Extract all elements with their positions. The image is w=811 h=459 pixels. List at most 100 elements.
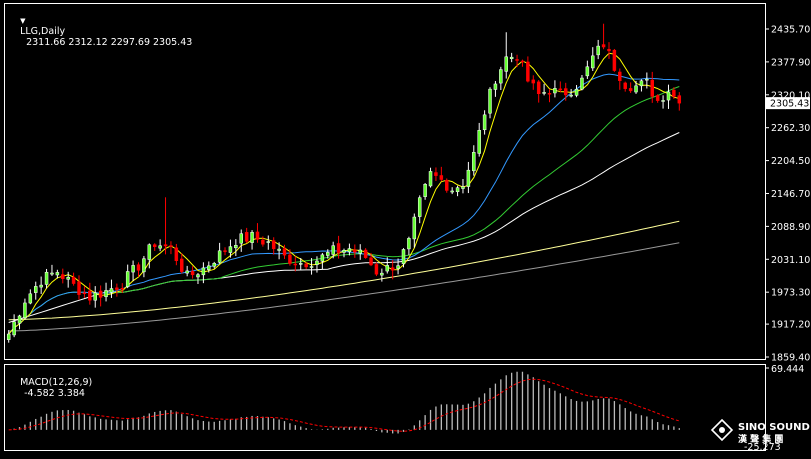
candle-body	[152, 244, 157, 247]
ma120-line	[8, 220, 680, 321]
price-tick-label: 2204.50	[771, 156, 810, 167]
macd-signal-line	[8, 378, 680, 432]
candle-body	[298, 263, 303, 265]
candle-body	[109, 288, 114, 293]
ohlc-values: 2311.66 2312.12 2297.69 2305.43	[26, 37, 193, 48]
logo-mark-icon	[710, 418, 734, 442]
candle-body	[39, 284, 43, 288]
candle-body	[261, 239, 265, 245]
candle-body	[34, 286, 38, 293]
candle-body	[158, 245, 162, 249]
candle-body	[466, 169, 471, 187]
candle-body	[580, 77, 584, 90]
candle-body	[163, 244, 168, 247]
candle-body	[142, 258, 146, 273]
macd-label: MACD(12,26,9)	[20, 377, 93, 388]
price-tick-label: 2146.70	[771, 189, 810, 200]
candle-body	[526, 61, 530, 82]
candle-body	[185, 270, 189, 274]
chart-header: ▼ LLG,Daily 2311.66 2312.12 2297.69 2305…	[8, 4, 192, 59]
candle-body	[439, 175, 444, 180]
candle-body	[461, 186, 465, 189]
price-tick-label: 2262.30	[771, 123, 810, 134]
macd-axis: 69.444 -25.273	[744, 364, 804, 453]
candle-body	[17, 315, 22, 324]
price-tick-label: 1973.30	[771, 288, 810, 299]
candle-body	[628, 88, 633, 92]
candle-body	[634, 85, 638, 93]
candle-body	[499, 69, 503, 84]
candle-body	[677, 95, 682, 104]
candle-body	[482, 114, 487, 131]
candle-body	[320, 254, 325, 262]
candle-body	[585, 66, 590, 77]
price-tick-label: 2377.90	[771, 57, 810, 68]
ma200-line	[8, 242, 680, 332]
candle-body	[169, 245, 173, 247]
candle-body	[266, 241, 271, 243]
candle-body	[396, 265, 400, 269]
candle-body	[472, 152, 476, 172]
candle-body	[136, 264, 141, 271]
candle-body	[244, 232, 249, 242]
price-tick-label: 2031.10	[771, 255, 810, 266]
candle-body	[607, 48, 611, 52]
candle-body	[55, 272, 60, 276]
candle-body	[82, 292, 87, 295]
candle-body	[553, 88, 557, 94]
candle-body	[601, 44, 606, 48]
macd-histogram	[13, 371, 680, 434]
candle-body	[207, 265, 211, 270]
candle-body	[196, 274, 200, 278]
current-price-marker: 2305.43	[766, 97, 810, 110]
candle-body	[390, 267, 395, 271]
candle-body	[374, 264, 379, 275]
candle-body	[120, 288, 125, 290]
price-tick-label: 2320.10	[771, 90, 810, 101]
candle-body	[125, 271, 130, 287]
candle-body	[428, 171, 433, 187]
candle-body	[358, 249, 362, 254]
candle-body	[558, 88, 563, 91]
candle-body	[455, 187, 460, 193]
price-tick-label: 2088.90	[771, 222, 810, 233]
candle-body	[282, 248, 287, 256]
candle-body	[12, 321, 16, 336]
candle-body	[277, 248, 281, 251]
candle-body	[228, 246, 233, 253]
candle-body	[645, 78, 649, 81]
logo-name: SINO SOUND	[738, 422, 810, 433]
candle-body	[363, 249, 368, 258]
candle-body	[180, 258, 184, 272]
price-tick-label: 1917.20	[771, 320, 810, 331]
candle-body	[569, 94, 573, 97]
candle-body	[655, 95, 660, 101]
candles	[6, 23, 682, 343]
logo-chinese: 漢 聲 集 團	[738, 433, 783, 445]
candle-body	[542, 92, 546, 94]
candle-body	[509, 56, 514, 60]
macd-values: -4.582 3.384	[24, 388, 85, 399]
candle-body	[234, 244, 238, 249]
candle-body	[520, 60, 525, 63]
candle-body	[304, 263, 308, 268]
candle-body	[347, 248, 352, 253]
candle-body	[93, 292, 97, 301]
current-price-box	[766, 97, 810, 110]
collapse-triangle-icon[interactable]: ▼	[20, 17, 26, 25]
symbol-label: LLG,Daily	[20, 26, 66, 37]
candle-body	[661, 100, 665, 102]
candle-body	[6, 333, 11, 340]
candle-body	[547, 93, 552, 95]
candle-body	[423, 183, 427, 197]
candle-body	[385, 265, 390, 272]
candle-body	[353, 249, 357, 253]
candle-body	[61, 274, 65, 279]
candle-body	[288, 254, 292, 264]
candle-body	[98, 290, 103, 298]
candle-body	[212, 263, 216, 267]
macd-signal	[8, 378, 680, 432]
candle-body	[50, 272, 54, 275]
